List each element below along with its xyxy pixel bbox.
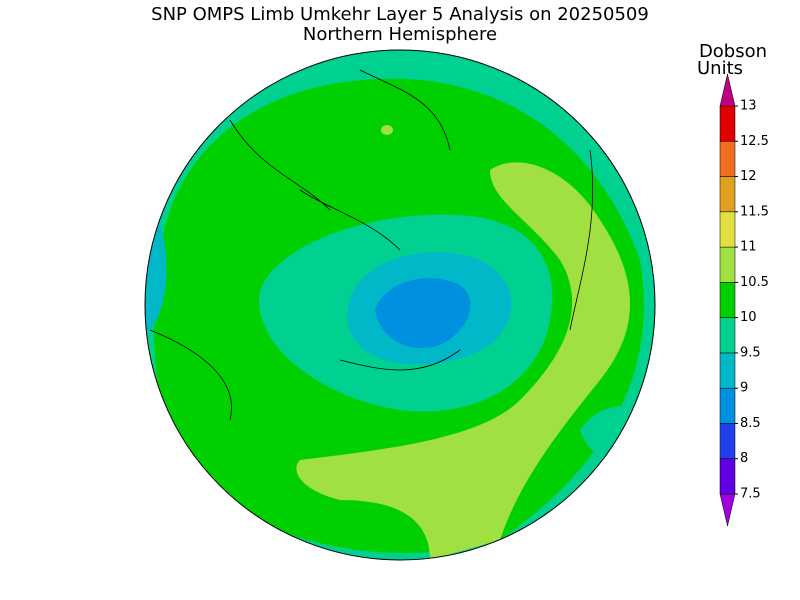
colorbar-label: 9 xyxy=(740,381,748,396)
title: SNP OMPS Limb Umkehr Layer 5 Analysis on… xyxy=(151,4,649,25)
colorbar-bin xyxy=(719,458,736,495)
field-spot xyxy=(381,125,393,135)
colorbar-title: Dobson xyxy=(699,41,767,62)
colorbar-label: 12.5 xyxy=(740,134,769,149)
colorbar-bin xyxy=(719,423,736,459)
colorbar-bin xyxy=(719,317,736,354)
subtitle: Northern Hemisphere xyxy=(303,24,497,45)
colorbar-label: 10 xyxy=(740,310,757,325)
colorbar: 7.5 8 8.5 9 9.5 10 10.5 11 11.5 12 12.5 13 xyxy=(719,73,769,527)
colorbar-title: Units xyxy=(697,58,743,79)
colorbar-label: 9.5 xyxy=(740,345,761,360)
field-lightgreen xyxy=(296,162,630,560)
colorbar-extend-low xyxy=(719,493,736,527)
colorbar-extend-high xyxy=(719,73,736,107)
colorbar-bin xyxy=(719,282,736,318)
coastline xyxy=(149,69,594,421)
field-blue-center xyxy=(375,278,471,349)
colorbar-bin xyxy=(719,211,736,248)
colorbar-label: 8.5 xyxy=(740,416,761,431)
colorbar-label: 7.5 xyxy=(740,487,761,502)
colorbar-label: 11.5 xyxy=(740,204,769,219)
colorbar-bin xyxy=(719,105,736,142)
colorbar-label: 8 xyxy=(740,451,748,466)
colorbar-label: 11 xyxy=(740,240,757,255)
colorbar-label: 10.5 xyxy=(740,275,769,290)
colorbar-label: 13 xyxy=(740,99,757,114)
colorbar-label: 12 xyxy=(740,169,757,184)
colorbar-bin xyxy=(719,176,736,213)
colorbar-bin xyxy=(719,246,736,283)
globe-outline xyxy=(144,49,656,561)
colorbar-bin xyxy=(719,352,736,389)
map xyxy=(145,50,655,560)
colorbar-bin xyxy=(719,141,736,177)
colorbar-bin xyxy=(719,387,736,424)
